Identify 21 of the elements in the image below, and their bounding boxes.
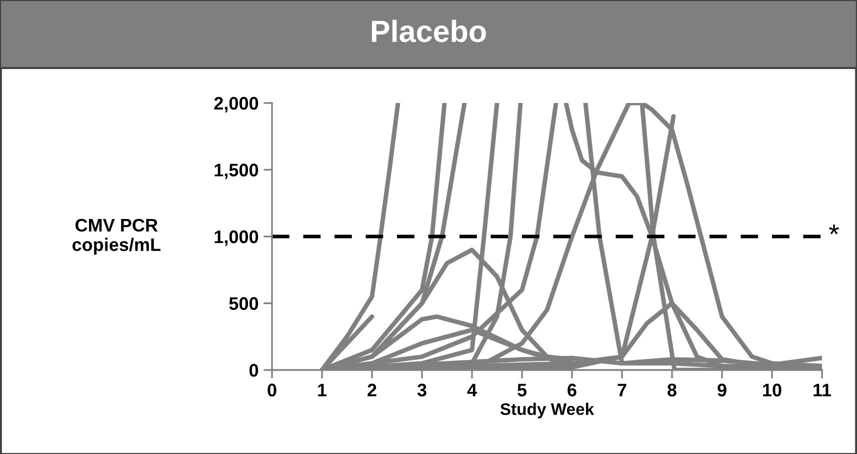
y-tick-label: 0: [249, 364, 258, 377]
x-tick-label: 8: [668, 384, 676, 396]
x-tick-label: 9: [718, 384, 726, 396]
x-tick-label: 3: [417, 384, 426, 396]
ref-line-label: *: [829, 224, 839, 234]
y-axis-title: CMV PCR copies/mL: [72, 218, 161, 255]
chart-title: Placebo: [372, 20, 486, 42]
x-tick-label: 1: [318, 384, 327, 396]
x-tick-label: 2: [368, 384, 376, 396]
y-tick-label: 1,000: [214, 230, 258, 246]
y-tick-label: 2,000: [214, 96, 258, 112]
x-tick-label: 10: [763, 384, 782, 396]
x-tick-label: 11: [814, 384, 832, 396]
y-tick-label: 1,500: [214, 164, 258, 180]
y-tick-label: 500: [229, 297, 258, 310]
x-tick-label: 5: [518, 384, 527, 396]
x-tick-label: 6: [568, 384, 576, 396]
x-tick-label: 7: [618, 384, 626, 396]
x-tick-label: 4: [467, 384, 477, 396]
x-axis-title: Study Week: [500, 402, 594, 418]
x-tick-label: 0: [268, 384, 276, 396]
